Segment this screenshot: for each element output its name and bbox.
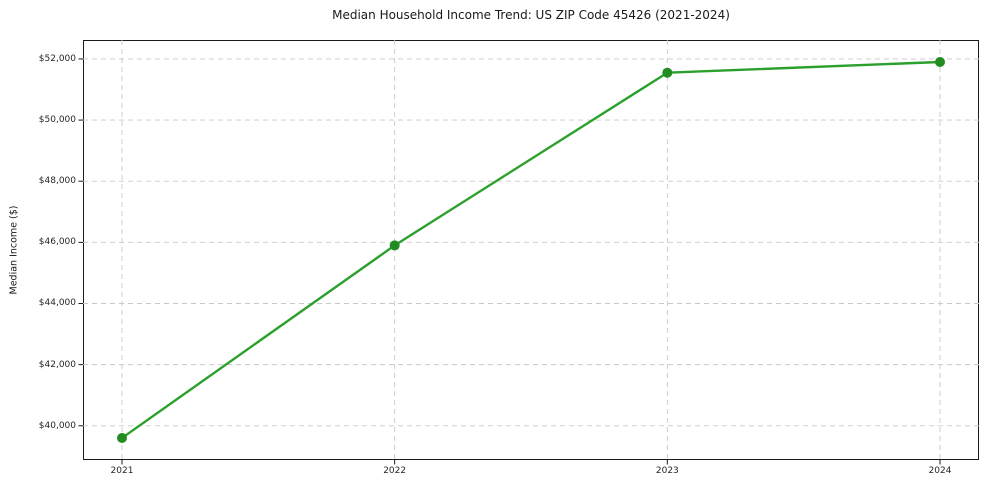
x-tick-label: 2024 xyxy=(928,466,952,476)
data-point-2022 xyxy=(389,239,400,250)
plot-area xyxy=(78,39,979,464)
median-income-line xyxy=(120,60,941,439)
y-tick-label: $44,000 xyxy=(38,298,76,309)
y-tick-label: $40,000 xyxy=(38,420,76,431)
y-tick-label: $52,000 xyxy=(38,53,76,64)
y-tick-label: $50,000 xyxy=(38,115,76,126)
x-tick-label: 2021 xyxy=(110,466,134,476)
y-tick-label: $46,000 xyxy=(38,237,76,248)
x-tick-label: 2023 xyxy=(655,466,679,476)
x-tick-label: 2022 xyxy=(383,466,407,476)
data-point-2021 xyxy=(116,432,127,443)
data-point-2023 xyxy=(661,67,672,78)
chart-title: Median Household Income Trend: US ZIP Co… xyxy=(332,8,730,22)
y-tick-label: $42,000 xyxy=(38,359,76,370)
y-axis-label: Median Income ($) xyxy=(8,205,20,295)
data-point-2024 xyxy=(934,56,945,67)
y-tick-label: $48,000 xyxy=(38,176,76,187)
line-chart-canvas xyxy=(78,39,979,464)
